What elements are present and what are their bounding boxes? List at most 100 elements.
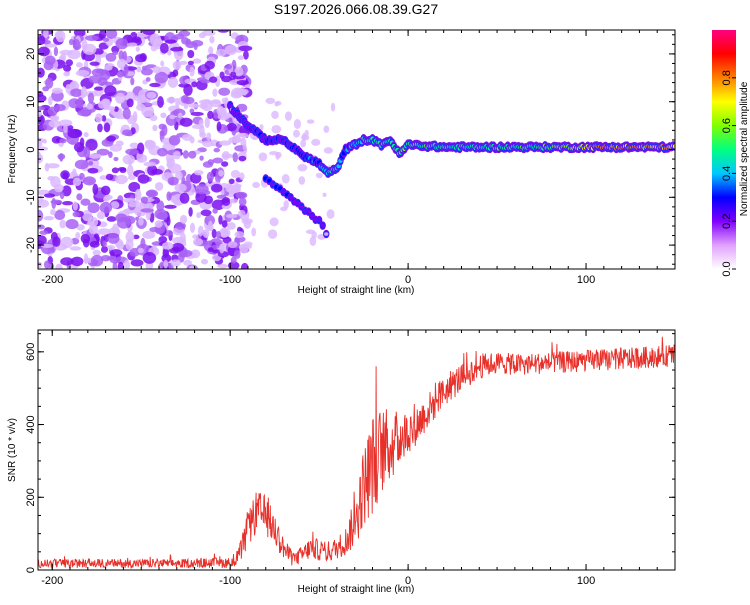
noise-blob	[181, 176, 186, 185]
noise-blob	[43, 30, 49, 39]
noise-blob	[271, 125, 282, 134]
noise-blob	[156, 147, 168, 157]
noise-blob	[300, 139, 307, 148]
noise-blob	[221, 97, 228, 104]
noise-blob	[156, 200, 165, 212]
noise-blob	[55, 263, 63, 269]
noise-blob	[191, 124, 205, 130]
noise-blob	[87, 92, 95, 104]
noise-blob	[330, 102, 336, 112]
noise-blob	[140, 208, 154, 213]
snr-content	[38, 336, 675, 570]
noise-blob	[59, 138, 67, 144]
noise-blob	[76, 193, 83, 201]
noise-blob	[169, 114, 176, 120]
noise-blob	[119, 167, 127, 173]
noise-blob	[116, 71, 124, 78]
noise-blob	[217, 263, 229, 269]
noise-blob	[38, 67, 45, 78]
noise-blob	[68, 38, 74, 46]
noise-blob	[199, 103, 208, 109]
noise-blob	[167, 76, 179, 88]
noise-blob	[83, 131, 89, 138]
noise-blob	[166, 191, 172, 201]
signal-core	[320, 223, 325, 228]
noise-blob	[275, 151, 282, 159]
colorbar-label: Normalized spectral amplitude	[739, 81, 750, 216]
spectrogram-xtick-label: 100	[577, 274, 595, 286]
noise-blob	[45, 77, 54, 89]
noise-blob	[38, 209, 44, 222]
noise-blob	[102, 98, 111, 109]
noise-blob	[59, 219, 66, 229]
noise-blob	[192, 234, 199, 239]
noise-blob	[218, 170, 224, 177]
spectrogram-content	[38, 30, 675, 269]
noise-blob	[111, 167, 120, 174]
noise-blob	[164, 39, 177, 44]
noise-blob	[251, 227, 257, 237]
noise-blob	[242, 143, 247, 151]
noise-blob	[39, 230, 49, 235]
noise-blob	[217, 30, 230, 33]
snr-xtick-label: -200	[41, 575, 63, 587]
noise-blob	[141, 30, 156, 36]
noise-blob	[322, 192, 327, 198]
noise-blob	[154, 71, 169, 84]
noise-blob	[311, 138, 321, 146]
noise-blob	[134, 188, 142, 201]
snr-ytick-label: 600	[25, 343, 37, 361]
noise-blob	[221, 220, 228, 228]
noise-blob	[146, 140, 156, 149]
noise-blob	[118, 50, 124, 61]
noise-blob	[159, 42, 169, 54]
noise-blob	[206, 171, 214, 182]
noise-blob	[130, 259, 144, 267]
noise-blob	[123, 259, 131, 269]
noise-blob	[81, 39, 88, 52]
noise-blob	[122, 154, 135, 165]
noise-blob	[96, 148, 110, 156]
noise-blob	[63, 123, 68, 134]
noise-blob	[63, 71, 70, 77]
noise-blob	[114, 174, 128, 185]
noise-blob	[152, 124, 158, 132]
noise-blob	[221, 228, 229, 238]
colorbar: 0.0 0.2 0.4 0.6 0.8 Normalized spectral ampl…	[712, 30, 750, 277]
noise-blob	[207, 110, 214, 120]
noise-blob	[146, 91, 157, 99]
noise-blob	[60, 170, 70, 180]
noise-blob	[105, 30, 118, 39]
noise-blob	[72, 38, 81, 50]
noise-blob	[122, 197, 136, 203]
noise-blob	[69, 246, 82, 251]
noise-blob	[76, 62, 83, 68]
snr-ytick-label: 0	[25, 567, 37, 573]
noise-blob	[212, 157, 224, 164]
noise-blob	[203, 195, 214, 205]
noise-blob	[170, 259, 181, 267]
noise-blob	[88, 161, 94, 166]
colorbar-ticks: 0.0 0.2 0.4 0.6 0.8	[721, 70, 736, 277]
noise-blob	[80, 198, 91, 206]
noise-blob	[43, 193, 56, 198]
noise-blob	[233, 250, 241, 259]
noise-blob	[189, 136, 195, 144]
noise-blob	[106, 135, 116, 142]
snr-ytick-label: 400	[25, 415, 37, 433]
noise-blob	[212, 208, 218, 214]
noise-blob	[126, 98, 134, 108]
noise-blob	[132, 111, 138, 123]
noise-blob	[216, 194, 227, 199]
noise-blob	[182, 150, 189, 159]
noise-blob	[227, 261, 240, 269]
noise-blob	[143, 161, 157, 167]
noise-blob	[82, 176, 96, 186]
noise-blob	[53, 46, 59, 57]
noise-blob	[234, 66, 244, 77]
noise-blob	[44, 43, 58, 48]
noise-blob	[195, 184, 209, 195]
noise-blob	[191, 81, 198, 88]
noise-blob	[166, 157, 176, 167]
noise-blob	[130, 77, 135, 86]
